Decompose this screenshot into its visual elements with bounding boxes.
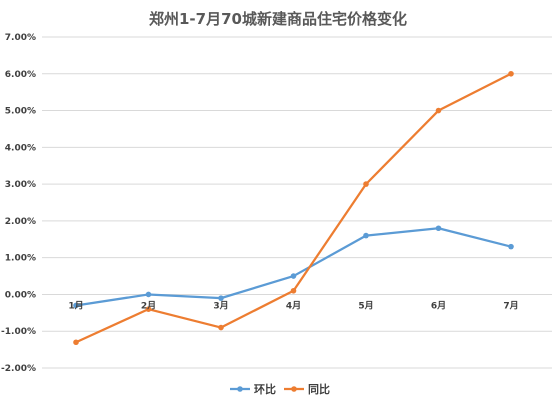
x-tick-label: 7月 bbox=[503, 300, 518, 311]
legend-label: 同比 bbox=[308, 382, 330, 396]
data-point bbox=[363, 232, 369, 239]
data-point bbox=[73, 339, 79, 346]
x-tick-label: 2月 bbox=[141, 300, 156, 311]
gridlines bbox=[42, 36, 552, 369]
y-tick-label: -1.00% bbox=[1, 327, 36, 337]
legend-swatch-marker bbox=[291, 386, 297, 392]
x-tick-label: 6月 bbox=[431, 300, 446, 311]
x-axis-ticks: 1月 2月 3月 4月 5月 6月 7月 bbox=[68, 300, 518, 311]
chart-title: 郑州1-7月70城新建商品住宅价格变化 bbox=[149, 10, 407, 28]
x-tick-label: 3月 bbox=[213, 300, 228, 311]
data-point bbox=[435, 107, 442, 114]
series-line bbox=[74, 227, 513, 307]
series-同比 bbox=[73, 70, 514, 346]
legend-item: 环比 bbox=[230, 382, 276, 396]
data-point bbox=[508, 70, 514, 77]
y-axis-ticks: 7.00% 6.00% 5.00% 4.00% 3.00% 2.00% 1.00% 0.00%… bbox=[1, 33, 36, 374]
y-tick-label: 5.00% bbox=[5, 107, 36, 117]
x-tick-label: 1月 bbox=[68, 300, 83, 311]
y-tick-label: 7.00% bbox=[5, 33, 36, 43]
legend-swatch-marker bbox=[237, 386, 243, 392]
y-tick-label: 4.00% bbox=[5, 143, 36, 153]
y-tick-label: 3.00% bbox=[5, 180, 36, 190]
y-tick-label: 0.00% bbox=[5, 290, 36, 300]
x-tick-label: 4月 bbox=[286, 300, 301, 311]
y-tick-label: 1.00% bbox=[5, 254, 36, 264]
data-point bbox=[218, 295, 224, 301]
y-tick-label: -2.00% bbox=[1, 364, 36, 374]
series-环比 bbox=[73, 225, 514, 309]
data-point bbox=[145, 291, 152, 298]
legend-label: 环比 bbox=[254, 382, 276, 396]
x-tick-label: 5月 bbox=[358, 300, 373, 311]
legend-item: 同比 bbox=[284, 382, 330, 396]
data-point bbox=[218, 324, 224, 331]
data-point bbox=[145, 306, 152, 312]
data-point bbox=[290, 273, 297, 279]
legend: 环比 同比 bbox=[230, 382, 330, 396]
y-tick-label: 6.00% bbox=[5, 70, 36, 80]
data-point bbox=[73, 302, 79, 309]
series-lines bbox=[73, 70, 514, 346]
y-tick-label: 2.00% bbox=[5, 217, 36, 227]
data-point bbox=[508, 243, 514, 250]
data-point bbox=[363, 181, 369, 187]
data-point bbox=[290, 287, 297, 294]
data-point bbox=[435, 225, 442, 232]
